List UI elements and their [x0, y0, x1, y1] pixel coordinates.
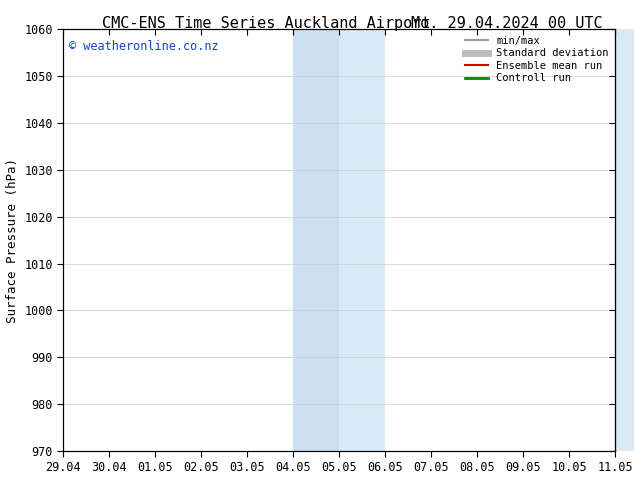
Bar — [615, 29, 634, 451]
Text: Mo. 29.04.2024 00 UTC: Mo. 29.04.2024 00 UTC — [411, 16, 603, 31]
Legend: min/max, Standard deviation, Ensemble mean run, Controll run: min/max, Standard deviation, Ensemble me… — [461, 31, 613, 88]
Y-axis label: Surface Pressure (hPa): Surface Pressure (hPa) — [6, 158, 19, 322]
Text: CMC-ENS Time Series Auckland Airport: CMC-ENS Time Series Auckland Airport — [102, 16, 430, 31]
Bar — [339, 29, 385, 451]
Text: © weatheronline.co.nz: © weatheronline.co.nz — [69, 40, 219, 53]
Bar — [293, 29, 339, 451]
